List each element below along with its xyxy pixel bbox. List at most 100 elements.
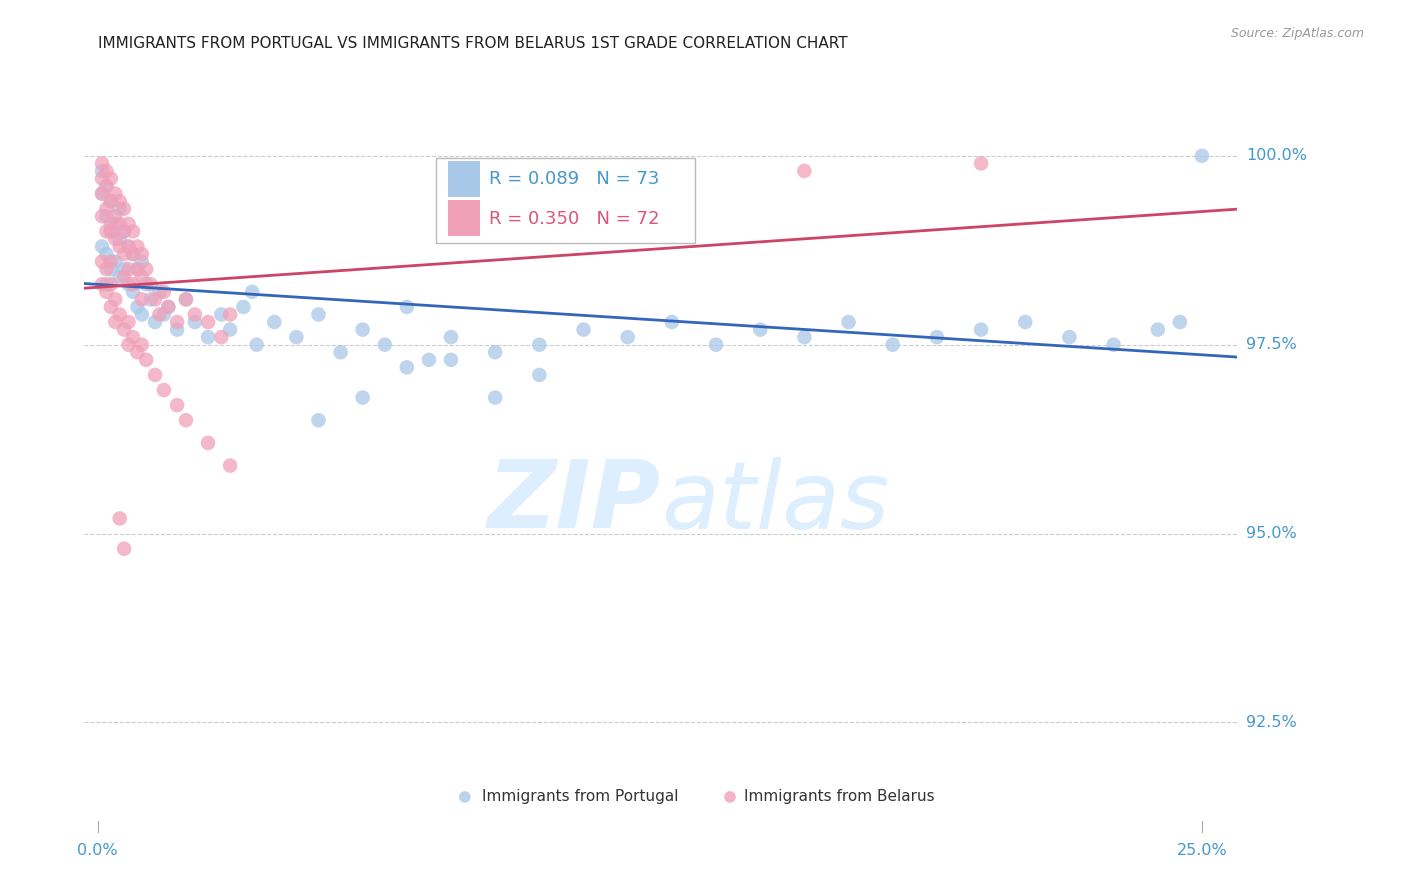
Point xyxy=(166,398,188,412)
Point xyxy=(1191,149,1213,163)
Point xyxy=(970,156,993,170)
Point xyxy=(616,330,638,344)
Point xyxy=(197,315,219,329)
Point xyxy=(100,224,122,238)
Point xyxy=(91,186,114,201)
Point xyxy=(104,293,127,307)
Text: 92.5%: 92.5% xyxy=(1246,714,1296,730)
Point xyxy=(157,300,180,314)
Point xyxy=(793,330,815,344)
Point xyxy=(100,262,122,277)
Point xyxy=(91,254,114,268)
Point xyxy=(418,352,440,367)
Point xyxy=(1146,322,1168,336)
Point xyxy=(112,224,135,238)
Point xyxy=(153,383,176,397)
Point xyxy=(127,300,149,314)
Point xyxy=(96,164,118,178)
Point xyxy=(197,436,219,450)
Point xyxy=(197,330,219,344)
Point xyxy=(108,511,131,525)
Point xyxy=(91,277,114,292)
Text: 97.5%: 97.5% xyxy=(1246,337,1296,352)
Point xyxy=(112,322,135,336)
Point xyxy=(308,308,330,322)
Text: 100.0%: 100.0% xyxy=(1246,148,1308,163)
Point xyxy=(112,224,135,238)
Point xyxy=(100,224,122,238)
Point xyxy=(108,269,131,284)
Point xyxy=(970,322,993,336)
Point xyxy=(104,217,127,231)
Text: Source: ZipAtlas.com: Source: ZipAtlas.com xyxy=(1230,27,1364,40)
Point xyxy=(108,239,131,253)
Point xyxy=(100,277,122,292)
Point xyxy=(135,262,157,277)
Point xyxy=(112,247,135,261)
Point xyxy=(174,413,197,427)
Point xyxy=(1102,337,1125,351)
Point xyxy=(174,293,197,307)
Point xyxy=(127,239,149,253)
Point xyxy=(135,277,157,292)
Point xyxy=(131,269,153,284)
Point xyxy=(112,541,135,556)
Point xyxy=(104,232,127,246)
Point xyxy=(117,315,139,329)
Point xyxy=(219,308,242,322)
Point xyxy=(793,164,815,178)
Point xyxy=(96,179,118,194)
Text: 0.0%: 0.0% xyxy=(77,843,118,858)
Point xyxy=(96,224,118,238)
Point xyxy=(838,315,860,329)
Point xyxy=(112,262,135,277)
Point xyxy=(135,352,157,367)
Point xyxy=(91,171,114,186)
Point xyxy=(112,202,135,216)
Point xyxy=(263,315,285,329)
Point xyxy=(219,458,242,473)
Point xyxy=(104,209,127,223)
Point xyxy=(117,277,139,292)
Point xyxy=(104,315,127,329)
Point xyxy=(209,308,232,322)
Point xyxy=(184,308,207,322)
Point xyxy=(108,217,131,231)
Point xyxy=(122,277,145,292)
Point xyxy=(143,315,166,329)
Point xyxy=(96,247,118,261)
Point xyxy=(166,315,188,329)
Point xyxy=(157,300,180,314)
Point xyxy=(1059,330,1081,344)
Point xyxy=(108,194,131,209)
Point xyxy=(440,330,463,344)
Point xyxy=(882,337,904,351)
Point xyxy=(96,277,118,292)
Point xyxy=(100,171,122,186)
Point xyxy=(139,293,162,307)
Point xyxy=(96,285,118,299)
Point xyxy=(117,239,139,253)
FancyBboxPatch shape xyxy=(436,158,696,244)
Point xyxy=(100,300,122,314)
Text: atlas: atlas xyxy=(661,457,889,548)
Point xyxy=(96,209,118,223)
Point xyxy=(240,285,263,299)
Point xyxy=(174,293,197,307)
Point xyxy=(749,322,772,336)
Bar xyxy=(447,161,479,196)
Point xyxy=(122,285,145,299)
Point xyxy=(112,269,135,284)
Point xyxy=(122,247,145,261)
Point xyxy=(108,202,131,216)
Point xyxy=(127,345,149,359)
Point xyxy=(704,337,727,351)
Point xyxy=(131,337,153,351)
Point xyxy=(131,308,153,322)
Text: IMMIGRANTS FROM PORTUGAL VS IMMIGRANTS FROM BELARUS 1ST GRADE CORRELATION CHART: IMMIGRANTS FROM PORTUGAL VS IMMIGRANTS F… xyxy=(98,36,848,51)
Point xyxy=(122,247,145,261)
Point xyxy=(329,345,352,359)
Point xyxy=(153,285,176,299)
Point xyxy=(529,368,551,382)
Point xyxy=(395,300,418,314)
